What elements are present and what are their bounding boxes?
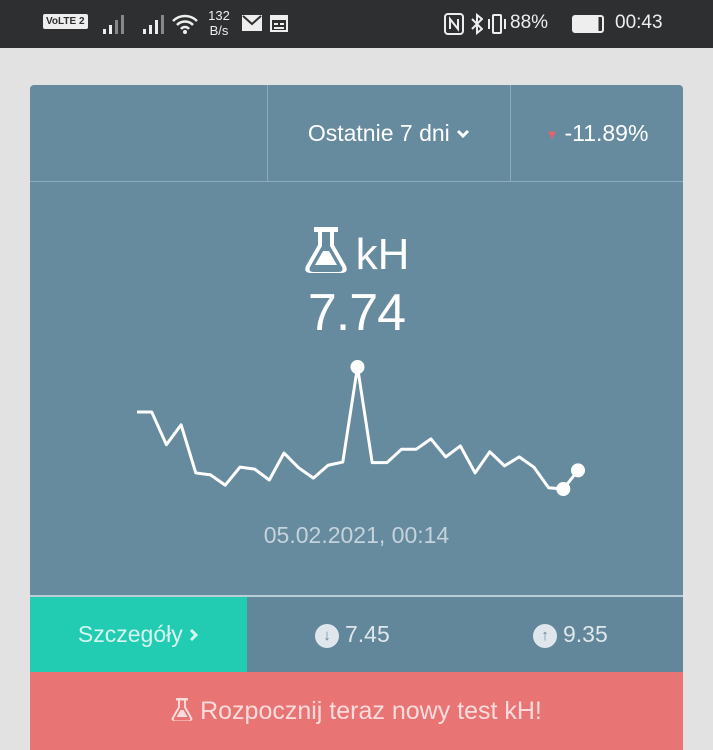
range-dropdown[interactable]: Ostatnie 7 dni [268,85,510,182]
card-header: Ostatnie 7 dni ▼ -11.89% [30,85,683,182]
max-value: ↑ 9.35 [533,597,608,672]
clock: 00:43 [615,12,663,33]
chevron-down-icon [457,129,470,139]
details-label: Szczegóły [77,621,183,647]
net-speed: 132 B/s [208,8,230,38]
min-label: 7.45 [345,621,390,647]
sparkline-series [137,365,580,491]
calendar-icon [270,15,288,32]
status-bar: VoLTE 2 132 B/s 88% 00:43 [0,0,713,48]
metric-value: 7.74 [307,284,406,342]
max-point [350,360,365,374]
min-point [556,482,571,496]
wifi-icon [172,14,198,34]
chevron-right-icon [190,628,199,642]
metric-title: kH [30,225,683,280]
max-label: 9.35 [563,621,608,647]
divider [510,85,511,182]
signal-icon [103,15,124,34]
stats-row: Szczegóły ↓ 7.45 ↑ 9.35 [30,595,683,672]
arrow-up-circle-icon: ↑ [533,624,557,648]
vibrate-icon [488,14,506,34]
arrow-down-circle-icon: ↓ [315,624,339,648]
range-label: Ostatnie 7 dni [307,120,450,146]
kh-card: Ostatnie 7 dni ▼ -11.89% kH 7.74 05.02.20… [30,85,683,750]
flask-icon [304,227,347,273]
min-value: ↓ 7.45 [315,597,390,672]
start-test-label: Rozpocznij teraz nowy test kH! [200,697,542,725]
signal-icon-2 [143,15,164,34]
start-test-button[interactable]: Rozpocznij teraz nowy test kH! [30,672,683,750]
bluetooth-icon [471,13,483,35]
battery-percent: 88% [510,12,549,33]
mail-icon [242,15,262,31]
change-value: -11.89% [564,120,649,146]
change-indicator: ▼ -11.89% [511,85,683,182]
details-button[interactable]: Szczegóły [30,597,247,672]
sparkline-chart [137,360,585,496]
battery-icon [572,15,604,33]
last-point [571,463,585,478]
down-triangle-icon: ▼ [545,127,559,143]
volte-icon: VoLTE 2 [43,14,88,29]
flask-icon [171,698,193,721]
nfc-icon [444,13,464,35]
timestamp: 05.02.2021, 00:14 [263,522,450,548]
metric-name: kH [355,230,410,279]
divider [267,85,268,182]
